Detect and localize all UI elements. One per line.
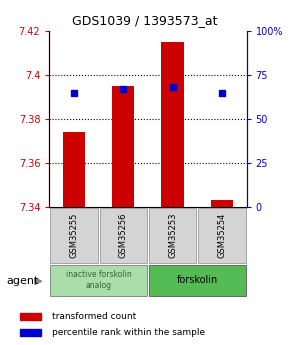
Bar [63, 132, 85, 207]
Text: forskolin: forskolin [177, 275, 218, 285]
Text: GSM35254: GSM35254 [217, 213, 226, 258]
Bar [50, 208, 98, 263]
Bar [99, 208, 147, 263]
Text: GDS1039 / 1393573_at: GDS1039 / 1393573_at [72, 14, 218, 27]
Bar [112, 86, 134, 207]
Bar [211, 200, 233, 207]
Text: agent: agent [6, 276, 39, 286]
Text: GSM35253: GSM35253 [168, 213, 177, 258]
Bar [198, 208, 246, 263]
Bar [162, 42, 184, 207]
Text: GSM35256: GSM35256 [119, 213, 128, 258]
Bar [20, 329, 41, 336]
Bar [50, 265, 147, 296]
Text: transformed count: transformed count [52, 312, 136, 321]
Text: percentile rank within the sample: percentile rank within the sample [52, 328, 205, 337]
Text: GSM35255: GSM35255 [69, 213, 79, 258]
Bar [149, 208, 196, 263]
Bar [20, 313, 41, 319]
Bar [149, 265, 246, 296]
Text: inactive forskolin
analog: inactive forskolin analog [66, 270, 131, 290]
